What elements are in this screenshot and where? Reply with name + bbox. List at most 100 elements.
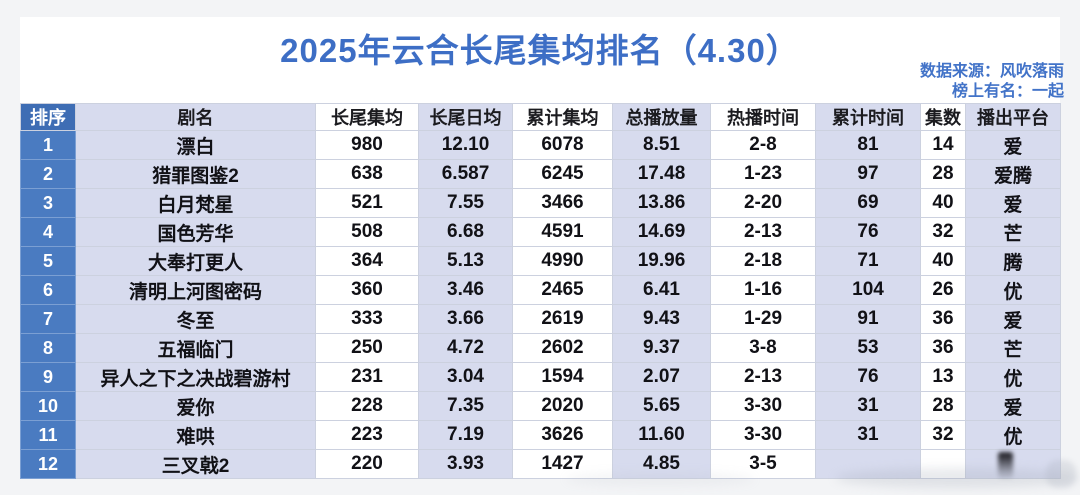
table-cell: 223 (315, 420, 419, 450)
table-cell: 3-5 (710, 449, 816, 479)
drama-name-cell: 清明上河图密码 (75, 275, 316, 305)
table-cell: 5.65 (612, 391, 711, 421)
data-source-note: 数据来源：风吹落雨 (919, 63, 1064, 80)
table-cell: 71 (815, 246, 921, 276)
table-cell: 5.13 (418, 246, 513, 276)
table-cell: 4990 (512, 246, 613, 276)
table-cell: 3626 (512, 420, 613, 450)
drama-name-cell: 冬至 (75, 304, 316, 334)
table-cell: 爱 (965, 188, 1061, 218)
table-cell: 3-30 (710, 420, 816, 450)
rank-cell: 1 (20, 130, 76, 160)
table-cell: 980 (315, 130, 419, 160)
table-cell: 360 (315, 275, 419, 305)
table-cell: 250 (315, 333, 419, 363)
table-cell: 31 (815, 420, 921, 450)
table-cell: 3.93 (418, 449, 513, 479)
column-header: 长尾日均 (418, 103, 513, 131)
table-cell: 76 (815, 217, 921, 247)
table-row: 3 白月梵星 521 7.55 3466 13.86 2-20 69 40 爱 (20, 188, 1061, 218)
table-cell: 97 (815, 159, 921, 189)
table-cell: 2020 (512, 391, 613, 421)
table-cell: 优 (965, 420, 1061, 450)
table-cell: 11.60 (612, 420, 711, 450)
table-cell: 9.37 (612, 333, 711, 363)
table-header: 排序 剧名 长尾集均 长尾日均 累计集均 总播放量 热播时间 累计时间 集数 播出平台 (20, 103, 1061, 131)
table-cell: 2.07 (612, 362, 711, 392)
table-cell (920, 449, 966, 479)
column-header: 总播放量 (612, 103, 711, 131)
table-cell: 4.85 (612, 449, 711, 479)
drama-name-cell: 三叉戟2 (75, 449, 316, 479)
table-cell: 14.69 (612, 217, 711, 247)
header-row: 排序 剧名 长尾集均 长尾日均 累计集均 总播放量 热播时间 累计时间 集数 播出平台 (20, 103, 1061, 131)
table-cell: 13 (920, 362, 966, 392)
column-header: 播出平台 (965, 103, 1061, 131)
table-cell: 2619 (512, 304, 613, 334)
table-cell: 638 (315, 159, 419, 189)
rank-cell: 10 (20, 391, 76, 421)
table-row: 6 清明上河图密码 360 3.46 2465 6.41 1-16 104 26 优 (20, 275, 1061, 305)
drama-name-cell: 大奉打更人 (75, 246, 316, 276)
column-header: 剧名 (75, 103, 316, 131)
table-cell: 508 (315, 217, 419, 247)
column-header: 长尾集均 (315, 103, 419, 131)
table-cell: 6.587 (418, 159, 513, 189)
drama-name-cell: 异人之下之决战碧游村 (75, 362, 316, 392)
drama-name-cell: 漂白 (75, 130, 316, 160)
table-body: 1 漂白 980 12.10 6078 8.51 2-8 81 14 爱 2 猎罪图鉴2 638 6.58… (20, 130, 1061, 479)
table-cell: 2-18 (710, 246, 816, 276)
table-row: 10 爱你 228 7.35 2020 5.65 3-30 31 28 爱 (20, 391, 1061, 421)
rank-cell: 7 (20, 304, 76, 334)
table-cell: 69 (815, 188, 921, 218)
table-cell: 91 (815, 304, 921, 334)
table-cell: 6078 (512, 130, 613, 160)
table-cell: 6245 (512, 159, 613, 189)
rank-cell: 5 (20, 246, 76, 276)
table-cell: 1594 (512, 362, 613, 392)
table-cell: 爱 (965, 304, 1061, 334)
table-row: 8 五福临门 250 4.72 2602 9.37 3-8 53 36 芒 (20, 333, 1061, 363)
table-cell: 231 (315, 362, 419, 392)
table-cell: 8.51 (612, 130, 711, 160)
table-cell: 333 (315, 304, 419, 334)
table-cell: 3.66 (418, 304, 513, 334)
table-cell: 17.48 (612, 159, 711, 189)
page-title: 2025年云合长尾集均排名（4.30） (280, 32, 800, 69)
table-cell: 36 (920, 304, 966, 334)
drama-name-cell: 国色芳华 (75, 217, 316, 247)
table-cell: 爱 (965, 391, 1061, 421)
table-cell: 2602 (512, 333, 613, 363)
drama-name-cell: 五福临门 (75, 333, 316, 363)
credit-note: 榜上有名：一起 (951, 83, 1064, 100)
table-cell: 1-16 (710, 275, 816, 305)
rank-cell: 3 (20, 188, 76, 218)
table-cell: 364 (315, 246, 419, 276)
table-cell: 优 (965, 362, 1061, 392)
rank-cell: 12 (20, 449, 76, 479)
table-cell: 104 (815, 275, 921, 305)
table-cell: 9.43 (612, 304, 711, 334)
table-cell: 3466 (512, 188, 613, 218)
table-cell: 3-30 (710, 391, 816, 421)
ranking-table: 排序 剧名 长尾集均 长尾日均 累计集均 总播放量 热播时间 累计时间 集数 播出平台 1 漂白 98… (20, 103, 1061, 479)
table-cell: 81 (815, 130, 921, 160)
table-cell: 36 (920, 333, 966, 363)
table-cell (815, 449, 921, 479)
table-cell: 76 (815, 362, 921, 392)
table-cell: 爱 (965, 130, 1061, 160)
table-cell: 40 (920, 246, 966, 276)
table-cell: 优 (965, 275, 1061, 305)
table-cell: 19.96 (612, 246, 711, 276)
column-header: 集数 (920, 103, 966, 131)
rank-cell: 6 (20, 275, 76, 305)
column-header: 热播时间 (710, 103, 816, 131)
table-cell: 14 (920, 130, 966, 160)
column-header: 排序 (20, 103, 76, 131)
table-cell: 1427 (512, 449, 613, 479)
table-cell: 2-13 (710, 217, 816, 247)
table-cell: 4591 (512, 217, 613, 247)
table-cell: 2-8 (710, 130, 816, 160)
rank-cell: 8 (20, 333, 76, 363)
table-cell: 爱腾 (965, 159, 1061, 189)
